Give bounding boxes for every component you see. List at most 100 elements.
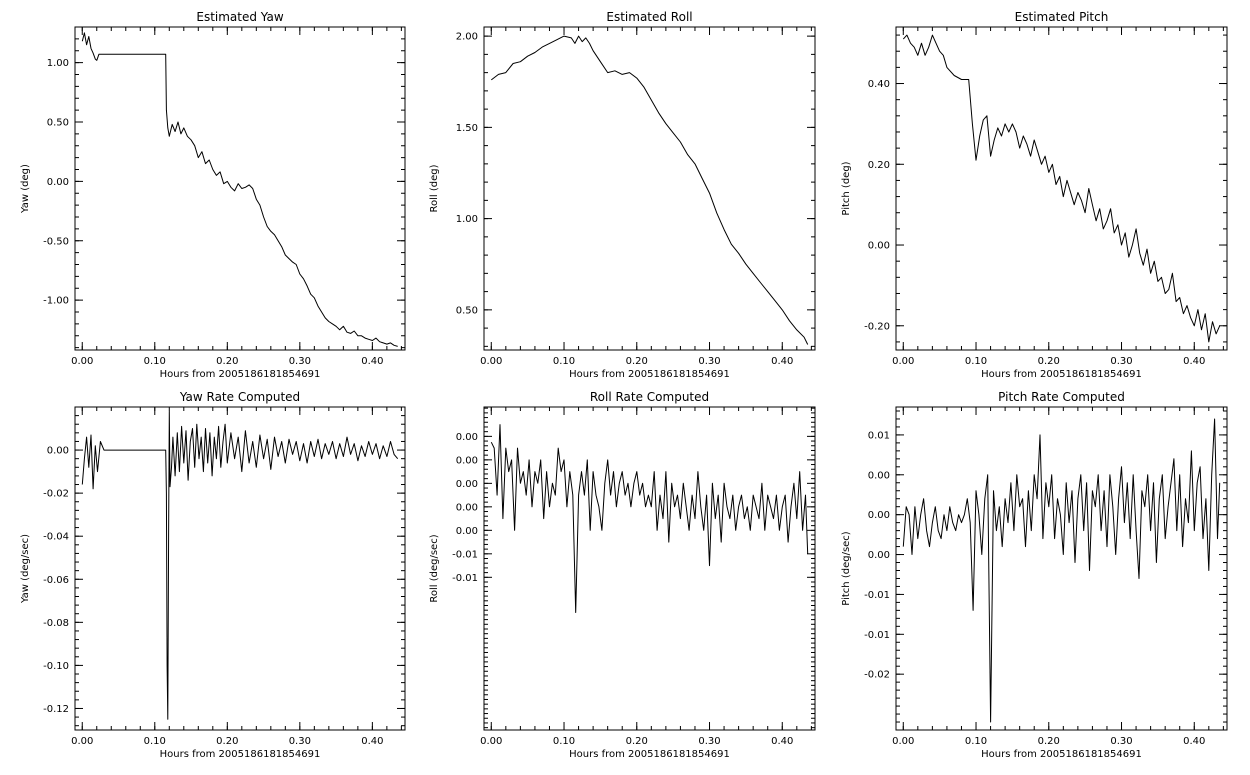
plot-frame bbox=[483, 406, 816, 731]
x-tick-label: 0.00 bbox=[480, 356, 502, 367]
y-tick-label: 0.00 bbox=[47, 446, 69, 457]
chart-pitch-rate: Pitch Rate Computed Hours from 2005186181… bbox=[841, 390, 1228, 760]
x-axis-label: Hours from 2005186181854691 bbox=[569, 749, 730, 760]
y-tick-label: 1.50 bbox=[456, 123, 478, 134]
x-tick-label: 0.30 bbox=[1110, 736, 1132, 747]
y-tick-label: 1.00 bbox=[456, 214, 478, 225]
y-tick-label: 0.00 bbox=[47, 177, 69, 188]
x-tick-label: 0.30 bbox=[289, 736, 311, 747]
y-tick-label: 0.00 bbox=[456, 526, 478, 537]
y-tick-label: 0.00 bbox=[868, 550, 890, 561]
x-tick-label: 0.00 bbox=[71, 736, 93, 747]
chart-title: Estimated Yaw bbox=[196, 10, 283, 24]
y-tick-label: 0.00 bbox=[456, 502, 478, 513]
x-tick-label: 0.10 bbox=[553, 356, 575, 367]
x-tick-label: 0.10 bbox=[965, 356, 987, 367]
x-tick-label: 0.40 bbox=[771, 736, 793, 747]
x-axis-label: Hours from 2005186181854691 bbox=[160, 369, 321, 380]
x-tick-label: 0.00 bbox=[71, 356, 93, 367]
y-axis-label: Yaw (deg) bbox=[20, 164, 31, 214]
y-axis-label: Pitch (deg) bbox=[841, 161, 852, 215]
y-tick-label: -0.01 bbox=[864, 590, 890, 601]
series-line-yaw bbox=[81, 32, 398, 347]
series-line-roll-rate bbox=[490, 424, 809, 613]
x-tick-label: 0.10 bbox=[144, 356, 166, 367]
y-tick-label: 0.00 bbox=[456, 432, 478, 443]
y-tick-label: 0.50 bbox=[456, 305, 478, 316]
y-tick-label: -0.01 bbox=[864, 630, 890, 641]
y-tick-label: -0.02 bbox=[864, 670, 890, 681]
plot-frame bbox=[895, 406, 1228, 731]
x-tick-label: 0.00 bbox=[892, 736, 914, 747]
x-tick-label: 0.30 bbox=[698, 356, 720, 367]
x-tick-label: 0.00 bbox=[892, 356, 914, 367]
y-tick-label: -0.50 bbox=[43, 236, 69, 247]
x-tick-label: 0.30 bbox=[1110, 356, 1132, 367]
series-line-roll bbox=[490, 35, 809, 345]
y-tick-label: -0.04 bbox=[43, 532, 69, 543]
x-tick-label: 0.30 bbox=[698, 736, 720, 747]
y-axis-label: Pitch (deg/sec) bbox=[841, 531, 852, 606]
y-tick-label: 0.00 bbox=[868, 241, 890, 252]
y-tick-label: -0.10 bbox=[43, 661, 69, 672]
y-tick-label: 0.00 bbox=[456, 479, 478, 490]
y-tick-label: 0.00 bbox=[456, 455, 478, 466]
series-line-yaw-rate bbox=[81, 410, 399, 720]
x-axis-label: Hours from 2005186181854691 bbox=[569, 369, 730, 380]
chart-pitch: Estimated Pitch Hours from 20051861818546… bbox=[841, 10, 1228, 380]
chart-roll: Estimated Roll Hours from 200518618185469… bbox=[429, 10, 816, 380]
x-tick-label: 0.10 bbox=[144, 736, 166, 747]
x-tick-label: 0.20 bbox=[1038, 356, 1060, 367]
y-tick-label: 0.00 bbox=[868, 510, 890, 521]
y-tick-label: -0.20 bbox=[864, 321, 890, 332]
y-tick-label: -0.06 bbox=[43, 575, 69, 586]
x-tick-label: 0.40 bbox=[1183, 736, 1205, 747]
x-tick-label: 0.30 bbox=[289, 356, 311, 367]
plot-frame bbox=[483, 26, 816, 351]
x-tick-label: 0.40 bbox=[361, 736, 383, 747]
x-tick-label: 0.40 bbox=[1183, 356, 1205, 367]
chart-yaw: Estimated Yaw Hours from 2005186181854691… bbox=[20, 10, 406, 380]
x-tick-label: 0.10 bbox=[553, 736, 575, 747]
y-tick-label: -0.01 bbox=[452, 573, 478, 584]
x-tick-label: 0.40 bbox=[771, 356, 793, 367]
y-tick-label: 0.01 bbox=[868, 430, 890, 441]
x-tick-label: 0.10 bbox=[965, 736, 987, 747]
chart-title: Roll Rate Computed bbox=[590, 390, 709, 404]
y-tick-label: 1.00 bbox=[47, 58, 69, 69]
y-tick-label: -0.02 bbox=[43, 489, 69, 500]
y-axis-label: Roll (deg/sec) bbox=[429, 534, 440, 602]
chart-title: Yaw Rate Computed bbox=[179, 390, 300, 404]
y-tick-label: -0.01 bbox=[452, 549, 478, 560]
chart-roll-rate: Roll Rate Computed Hours from 20051861818… bbox=[429, 390, 816, 760]
x-axis-label: Hours from 2005186181854691 bbox=[160, 749, 321, 760]
y-axis-label: Roll (deg) bbox=[429, 164, 440, 212]
y-tick-label: -1.00 bbox=[43, 296, 69, 307]
x-tick-label: 0.00 bbox=[480, 736, 502, 747]
chart-title: Estimated Roll bbox=[606, 10, 692, 24]
x-axis-label: Hours from 2005186181854691 bbox=[981, 369, 1142, 380]
plot-frame bbox=[895, 26, 1228, 351]
x-tick-label: 0.20 bbox=[1038, 736, 1060, 747]
x-tick-label: 0.40 bbox=[361, 356, 383, 367]
plot-frame bbox=[74, 26, 406, 351]
x-tick-label: 0.20 bbox=[216, 356, 238, 367]
y-tick-label: 0.20 bbox=[868, 160, 890, 171]
y-tick-label: 0.50 bbox=[47, 118, 69, 129]
y-tick-label: -0.12 bbox=[43, 704, 69, 715]
x-axis-label: Hours from 2005186181854691 bbox=[981, 749, 1142, 760]
chart-yaw-rate: Yaw Rate Computed Hours from 200518618185… bbox=[20, 390, 406, 760]
x-tick-label: 0.20 bbox=[626, 356, 648, 367]
y-tick-label: 0.40 bbox=[868, 79, 890, 90]
chart-title: Pitch Rate Computed bbox=[998, 390, 1125, 404]
chart-title: Estimated Pitch bbox=[1015, 10, 1109, 24]
series-line-pitch bbox=[902, 34, 1221, 343]
plot-frame bbox=[74, 406, 406, 731]
y-axis-label: Yaw (deg/sec) bbox=[20, 534, 31, 604]
y-tick-label: 0.00 bbox=[868, 470, 890, 481]
x-tick-label: 0.20 bbox=[626, 736, 648, 747]
y-tick-label: -0.08 bbox=[43, 618, 69, 629]
x-tick-label: 0.20 bbox=[216, 736, 238, 747]
series-line-pitch-rate bbox=[902, 418, 1221, 723]
